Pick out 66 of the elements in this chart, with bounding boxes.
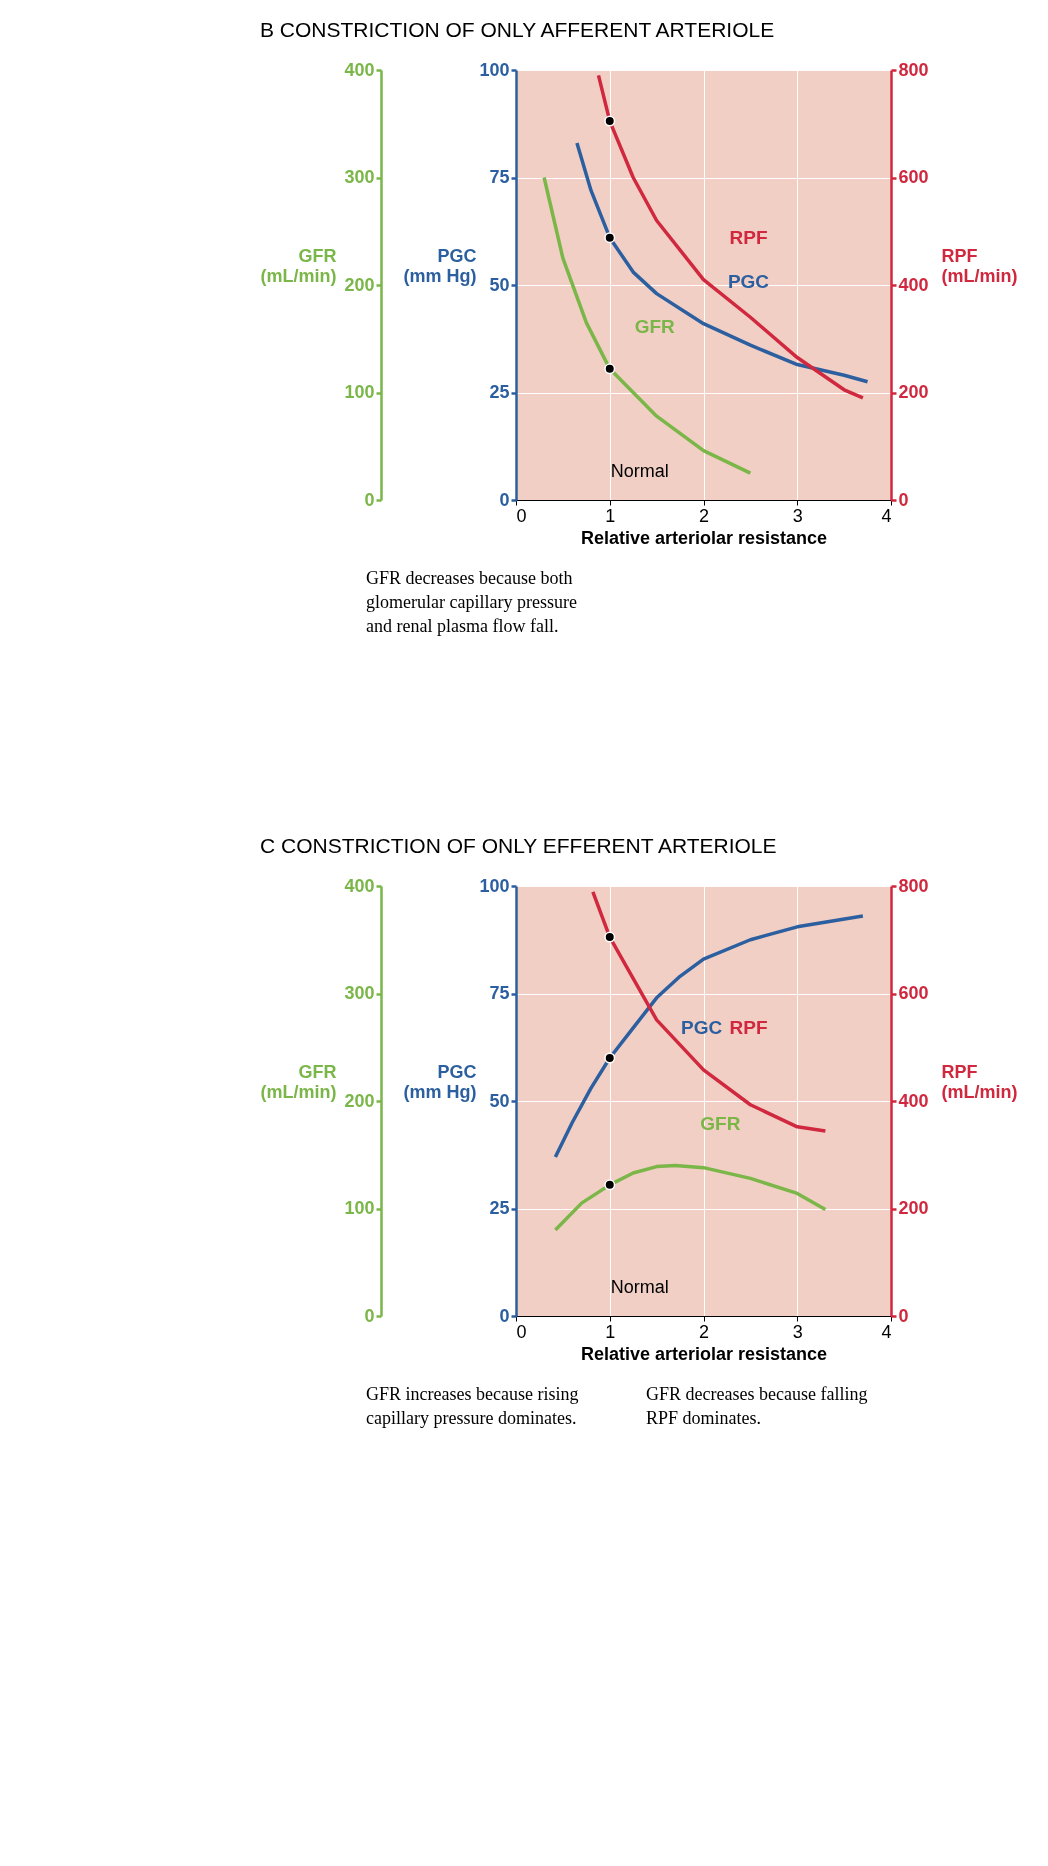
annotation: Normal bbox=[610, 1277, 669, 1297]
line-series bbox=[575, 141, 870, 384]
y3-axis-title: GFR (mL/min) bbox=[260, 1061, 337, 1102]
y3-tick-label: 300 bbox=[344, 167, 375, 187]
x-tick-label: 1 bbox=[605, 1321, 616, 1342]
y-tick-label: 100 bbox=[479, 59, 510, 80]
chart-title: C CONSTRICTION OF ONLY EFFERENT ARTERIOLE bbox=[260, 834, 777, 857]
x-tick-label: 3 bbox=[792, 505, 803, 526]
y-tick-label: 0 bbox=[499, 489, 510, 510]
x-axis-title: Relative arteriolar resistance bbox=[580, 1343, 828, 1364]
y-tick-label: 50 bbox=[489, 274, 510, 295]
y2-tick-label: 0 bbox=[898, 1305, 909, 1326]
y-tick-label: 100 bbox=[479, 875, 510, 896]
y3-tick-label: 200 bbox=[344, 274, 375, 295]
y3-tick-label: 100 bbox=[344, 382, 375, 402]
y2-tick-label: 800 bbox=[898, 59, 929, 80]
y2-tick-label: 200 bbox=[898, 1198, 929, 1218]
y2-tick-label: 400 bbox=[898, 274, 929, 295]
y2-tick-label: 600 bbox=[898, 983, 929, 1003]
y-axis-title: PGC (mm Hg) bbox=[403, 1061, 477, 1102]
y-tick-label: 0 bbox=[499, 1305, 510, 1326]
y-tick-label: 25 bbox=[489, 382, 510, 402]
annotation: Normal bbox=[610, 461, 669, 481]
text: GFR increases because rising capillary pressure dominates. bbox=[366, 1384, 579, 1428]
y3-tick-label: 100 bbox=[344, 1198, 375, 1218]
y2-tick-label: 400 bbox=[898, 1090, 929, 1111]
x-axis-title: Relative arteriolar resistance bbox=[580, 527, 828, 548]
line-series bbox=[596, 73, 865, 400]
text: GFR decreases because both glomerular capillary pressure and renal plasma flow fall. bbox=[366, 568, 577, 636]
x-tick-label: 4 bbox=[881, 1321, 892, 1342]
text: PGC bbox=[727, 270, 770, 292]
x-tick-label: 2 bbox=[698, 1321, 710, 1342]
y3-tick-label: 300 bbox=[344, 983, 375, 1003]
series-label: PGC bbox=[681, 1016, 723, 1038]
y2-axis-title: RPF (mL/min) bbox=[941, 1061, 1018, 1102]
y2-tick-label: 600 bbox=[898, 167, 929, 187]
text: RPF bbox=[729, 226, 768, 248]
x-tick-label: 4 bbox=[881, 505, 892, 526]
y3-tick-label: 400 bbox=[344, 875, 375, 896]
y3-tick-label: 200 bbox=[344, 1090, 375, 1111]
x-tick-label: 0 bbox=[516, 505, 527, 526]
y2-tick-label: 200 bbox=[898, 382, 929, 402]
y-tick-label: 75 bbox=[489, 983, 510, 1003]
y-tick-label: 25 bbox=[489, 1198, 510, 1218]
line-series bbox=[591, 890, 828, 1133]
x-tick-label: 2 bbox=[698, 505, 710, 526]
y3-tick-label: 0 bbox=[364, 1305, 375, 1326]
y2-tick-label: 0 bbox=[898, 489, 909, 510]
series-label: GFR bbox=[700, 1112, 741, 1134]
y3-tick-label: 400 bbox=[344, 59, 375, 80]
x-tick-label: 0 bbox=[516, 1321, 527, 1342]
y-axis-title: PGC (mm Hg) bbox=[403, 245, 477, 286]
y3-axis-title: GFR (mL/min) bbox=[260, 245, 337, 286]
line-series bbox=[553, 914, 865, 1159]
text: GFR decreases because falling RPF dominates. bbox=[646, 1384, 868, 1428]
series-label: GFR bbox=[634, 315, 676, 337]
line-series bbox=[553, 1163, 828, 1232]
y-tick-label: 75 bbox=[489, 167, 510, 187]
y2-axis-title: RPF (mL/min) bbox=[941, 245, 1018, 286]
y3-tick-label: 0 bbox=[364, 489, 375, 510]
text: RPF bbox=[729, 1016, 768, 1038]
x-tick-label: 3 bbox=[792, 1321, 803, 1342]
y-tick-label: 50 bbox=[489, 1090, 510, 1111]
chart-title: B CONSTRICTION OF ONLY AFFERENT ARTERIOLE bbox=[260, 18, 775, 41]
y2-tick-label: 800 bbox=[898, 875, 929, 896]
x-tick-label: 1 bbox=[605, 505, 616, 526]
